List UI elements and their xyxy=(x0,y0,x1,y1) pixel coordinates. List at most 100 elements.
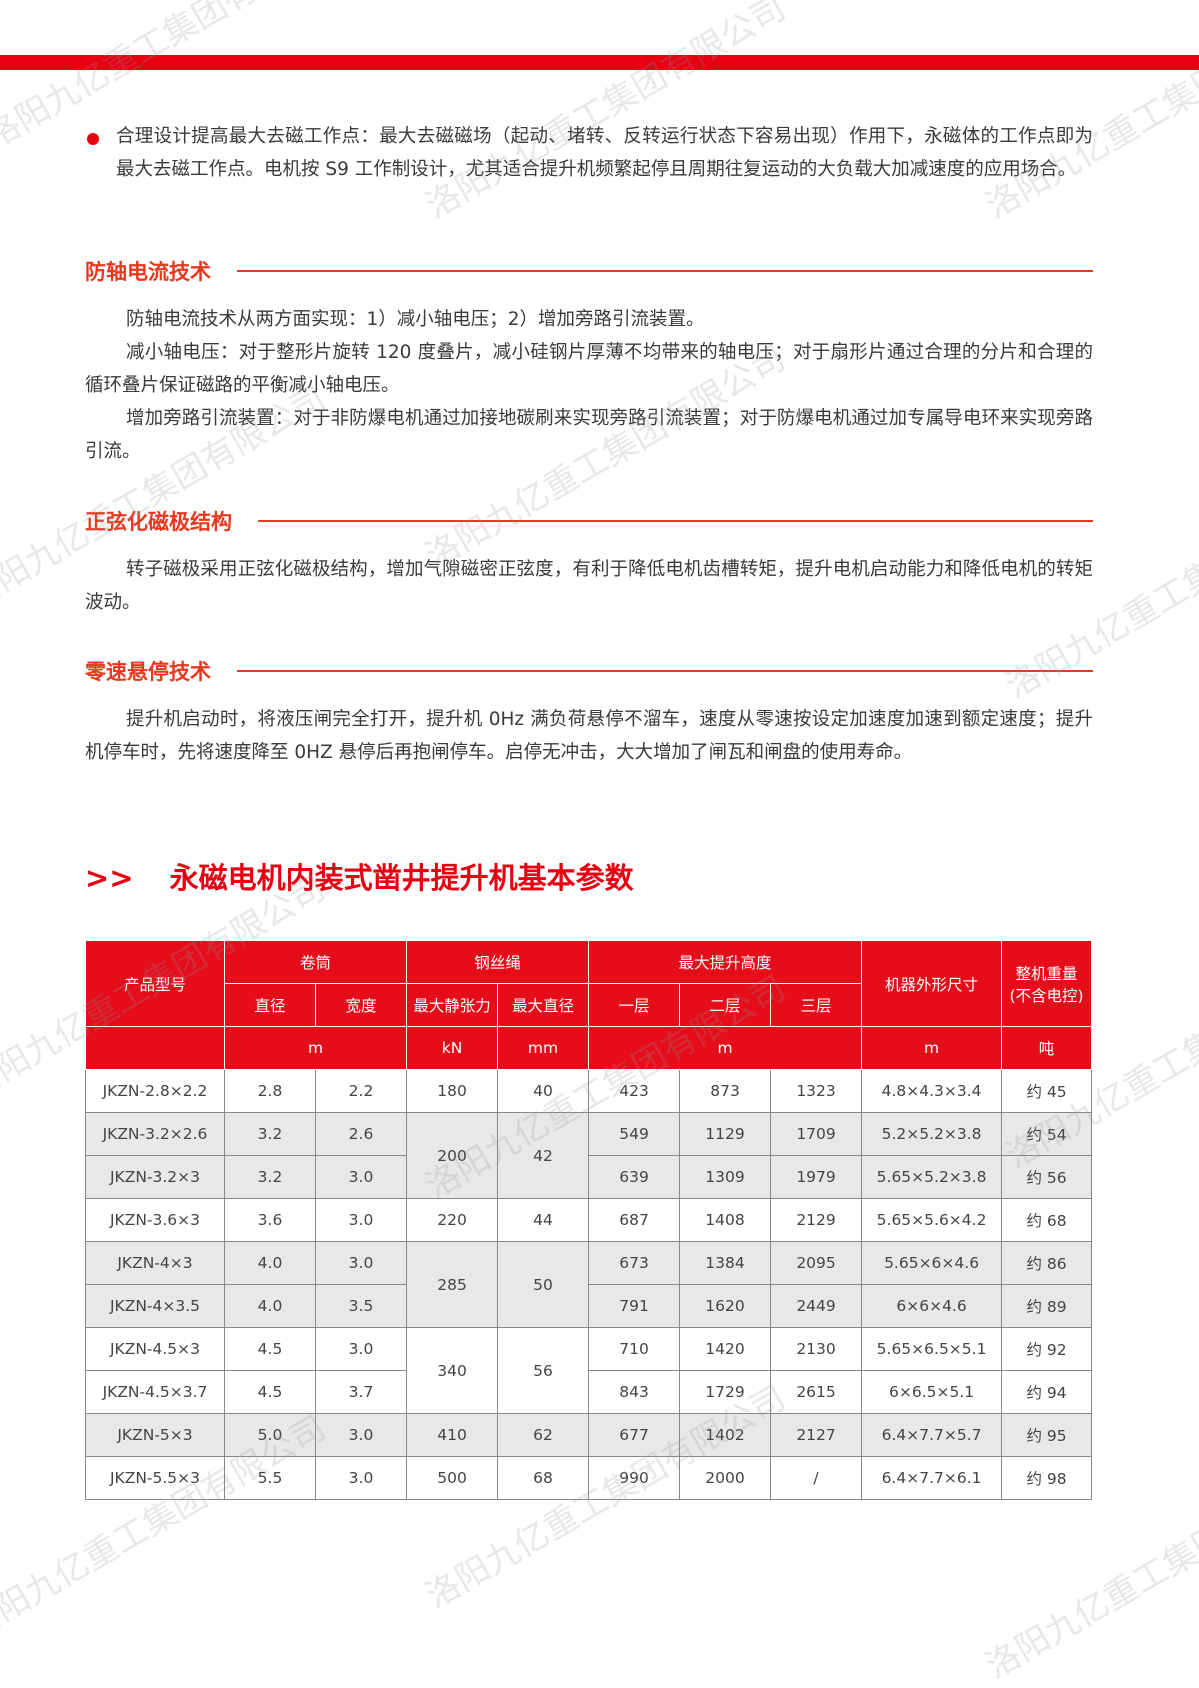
table-row: JKZN-2.8×2.2 2.8 2.2 180 40 423 873 1323 4.8×4.3… xyxy=(85,1069,1093,1113)
cell-diameter: 4.5 xyxy=(224,1327,316,1371)
cell-width: 3.0 xyxy=(314,1198,408,1242)
parameter-table: 产品型号 卷筒 钢丝绳 最大提升高度 机器外形尺寸 整机重量 (不含电控) 直径 … xyxy=(85,940,1093,1500)
cell-tension: 220 xyxy=(406,1198,499,1242)
paragraph: 减小轴电压：对于整形片旋转 120 度叠片，减小硅钢片厚薄不均带来的轴电压；对于… xyxy=(85,342,1093,396)
cell-model: JKZN-5.5×3 xyxy=(85,1456,225,1500)
cell-diameter: 4.5 xyxy=(224,1370,316,1414)
cell-width: 3.5 xyxy=(314,1284,408,1328)
paragraph: 转子磁极采用正弦化磁极结构，增加气隙磁密正弦度，有利于降低电机齿槽转矩，提升电机… xyxy=(85,559,1093,613)
cell-weight: 约 95 xyxy=(1001,1413,1093,1457)
header-tension: 最大静张力 xyxy=(406,983,499,1027)
section-body-zero-speed: 提升机启动时，将液压闸完全打开，提升机 0Hz 满负荷悬停不溜车，速度从零速按设… xyxy=(85,703,1093,769)
heading-text: 零速悬停技术 xyxy=(85,660,211,684)
unit-weight: 吨 xyxy=(1001,1026,1093,1070)
cell-tension: 285 xyxy=(406,1241,499,1328)
header-drum: 卷筒 xyxy=(223,940,408,984)
bullet-dot-icon xyxy=(87,133,99,145)
header-layer1: 一层 xyxy=(588,983,681,1027)
cell-model: JKZN-3.2×3 xyxy=(85,1155,225,1199)
cell-diameter: 5.5 xyxy=(224,1456,316,1500)
cell-diameter: 3.2 xyxy=(224,1155,316,1199)
watermark: 洛阳九亿重工集团有限公司 xyxy=(979,0,1199,227)
cell-weight: 约 68 xyxy=(1001,1198,1093,1242)
cell-layer3: 2095 xyxy=(770,1241,863,1285)
paragraph: 增加旁路引流装置：对于非防爆电机通过加接地碳刷来实现旁路引流装置；对于防爆电机通… xyxy=(85,408,1093,462)
section-body-sinusoidal-pole: 转子磁极采用正弦化磁极结构，增加气隙磁密正弦度，有利于降低电机齿槽转矩，提升电机… xyxy=(85,553,1093,619)
cell-size: 6×6.5×5.1 xyxy=(861,1370,1003,1414)
table-row: JKZN-4×3 4.0 3.0 285 50 673 1384 2095 5.65×6×4.6… xyxy=(85,1241,1093,1328)
bullet-paragraph: 合理设计提高最大去磁工作点：最大去磁磁场（起动、堵转、反转运行状态下容易出现）作… xyxy=(116,126,1093,180)
cell-rope-diameter: 50 xyxy=(497,1241,590,1328)
cell-model: JKZN-2.8×2.2 xyxy=(85,1069,225,1113)
cell-model: JKZN-3.6×3 xyxy=(85,1198,225,1242)
cell-layer2: 1729 xyxy=(679,1370,772,1414)
cell-layer1: 990 xyxy=(588,1456,681,1500)
cell-diameter: 4.0 xyxy=(224,1241,316,1285)
heading-divider xyxy=(258,520,1093,522)
cell-weight: 约 94 xyxy=(1001,1370,1093,1414)
cell-weight: 约 54 xyxy=(1001,1112,1093,1156)
cell-weight: 约 92 xyxy=(1001,1327,1093,1371)
arrow-prefix: >> xyxy=(85,861,134,895)
cell-layer3: 1709 xyxy=(770,1112,863,1156)
cell-layer3: 2129 xyxy=(770,1198,863,1242)
cell-weight: 约 45 xyxy=(1001,1069,1093,1113)
cell-layer2: 1384 xyxy=(679,1241,772,1285)
cell-rope-diameter: 62 xyxy=(497,1413,590,1457)
cell-tension: 500 xyxy=(406,1456,499,1500)
cell-size: 5.65×5.2×3.8 xyxy=(861,1155,1003,1199)
cell-tension: 340 xyxy=(406,1327,499,1414)
cell-tension: 410 xyxy=(406,1413,499,1457)
cell-layer3: 2615 xyxy=(770,1370,863,1414)
cell-size: 6.4×7.7×6.1 xyxy=(861,1456,1003,1500)
heading-text: 防轴电流技术 xyxy=(85,260,211,284)
section-heading-zero-speed: 零速悬停技术 xyxy=(85,656,1093,686)
table-row: JKZN-3.2×3 3.2 3.0 639 1309 1979 5.65×5.2×3.8 约… xyxy=(85,1155,1093,1199)
header-lift: 最大提升高度 xyxy=(588,940,863,984)
cell-model: JKZN-4×3.5 xyxy=(85,1284,225,1328)
cell-model: JKZN-3.2×2.6 xyxy=(85,1112,225,1156)
unit-rope: mm xyxy=(497,1026,590,1070)
cell-weight: 约 98 xyxy=(1001,1456,1093,1500)
cell-weight: 约 56 xyxy=(1001,1155,1093,1199)
cell-weight: 约 86 xyxy=(1001,1241,1093,1285)
cell-width: 3.0 xyxy=(314,1413,408,1457)
cell-model: JKZN-5×3 xyxy=(85,1413,225,1457)
section-heading-sinusoidal-pole: 正弦化磁极结构 xyxy=(85,506,1093,536)
cell-model: JKZN-4×3 xyxy=(85,1241,225,1285)
cell-layer2: 1129 xyxy=(679,1112,772,1156)
table-row: JKZN-4.5×3.7 4.5 3.7 843 1729 2615 6×6.5×5.1 约 … xyxy=(85,1370,1093,1414)
cell-size: 5.65×5.6×4.2 xyxy=(861,1198,1003,1242)
cell-layer2: 873 xyxy=(679,1069,772,1113)
heading-text: 正弦化磁极结构 xyxy=(85,510,232,534)
table-row: JKZN-4×3.5 4.0 3.5 791 1620 2449 6×6×4.6 约 89 xyxy=(85,1284,1093,1328)
header-width: 宽度 xyxy=(314,983,408,1027)
header-weight-line2: (不含电控) xyxy=(1009,986,1084,1005)
cell-layer1: 791 xyxy=(588,1284,681,1328)
header-layer3: 三层 xyxy=(770,983,863,1027)
cell-layer2: 1408 xyxy=(679,1198,772,1242)
cell-diameter: 2.8 xyxy=(224,1069,316,1113)
cell-width: 3.0 xyxy=(314,1155,408,1199)
unit-tension: kN xyxy=(406,1026,499,1070)
paragraph: 防轴电流技术从两方面实现：1）减小轴电压；2）增加旁路引流装置。 xyxy=(126,309,705,330)
cell-rope-diameter: 68 xyxy=(497,1456,590,1500)
cell-width: 3.0 xyxy=(314,1241,408,1285)
cell-width: 3.0 xyxy=(314,1327,408,1371)
table-body: JKZN-2.8×2.2 2.8 2.2 180 40 423 873 1323 4.8×4.3… xyxy=(85,1069,1093,1500)
cell-diameter: 5.0 xyxy=(224,1413,316,1457)
header-model: 产品型号 xyxy=(85,940,225,1027)
unit-empty xyxy=(85,1026,225,1070)
cell-diameter: 3.6 xyxy=(224,1198,316,1242)
cell-width: 3.0 xyxy=(314,1456,408,1500)
table-title-text: 永磁电机内装式凿井提升机基本参数 xyxy=(169,861,634,895)
cell-layer3: 1323 xyxy=(770,1069,863,1113)
table-row: JKZN-4.5×3 4.5 3.0 340 56 710 1420 2130 5.65×6.5… xyxy=(85,1327,1093,1414)
header-layer2: 二层 xyxy=(679,983,772,1027)
cell-layer2: 1402 xyxy=(679,1413,772,1457)
cell-rope-diameter: 42 xyxy=(497,1112,590,1199)
cell-layer3: 2127 xyxy=(770,1413,863,1457)
cell-layer3: 2130 xyxy=(770,1327,863,1371)
cell-tension: 180 xyxy=(406,1069,499,1113)
cell-layer2: 1420 xyxy=(679,1327,772,1371)
